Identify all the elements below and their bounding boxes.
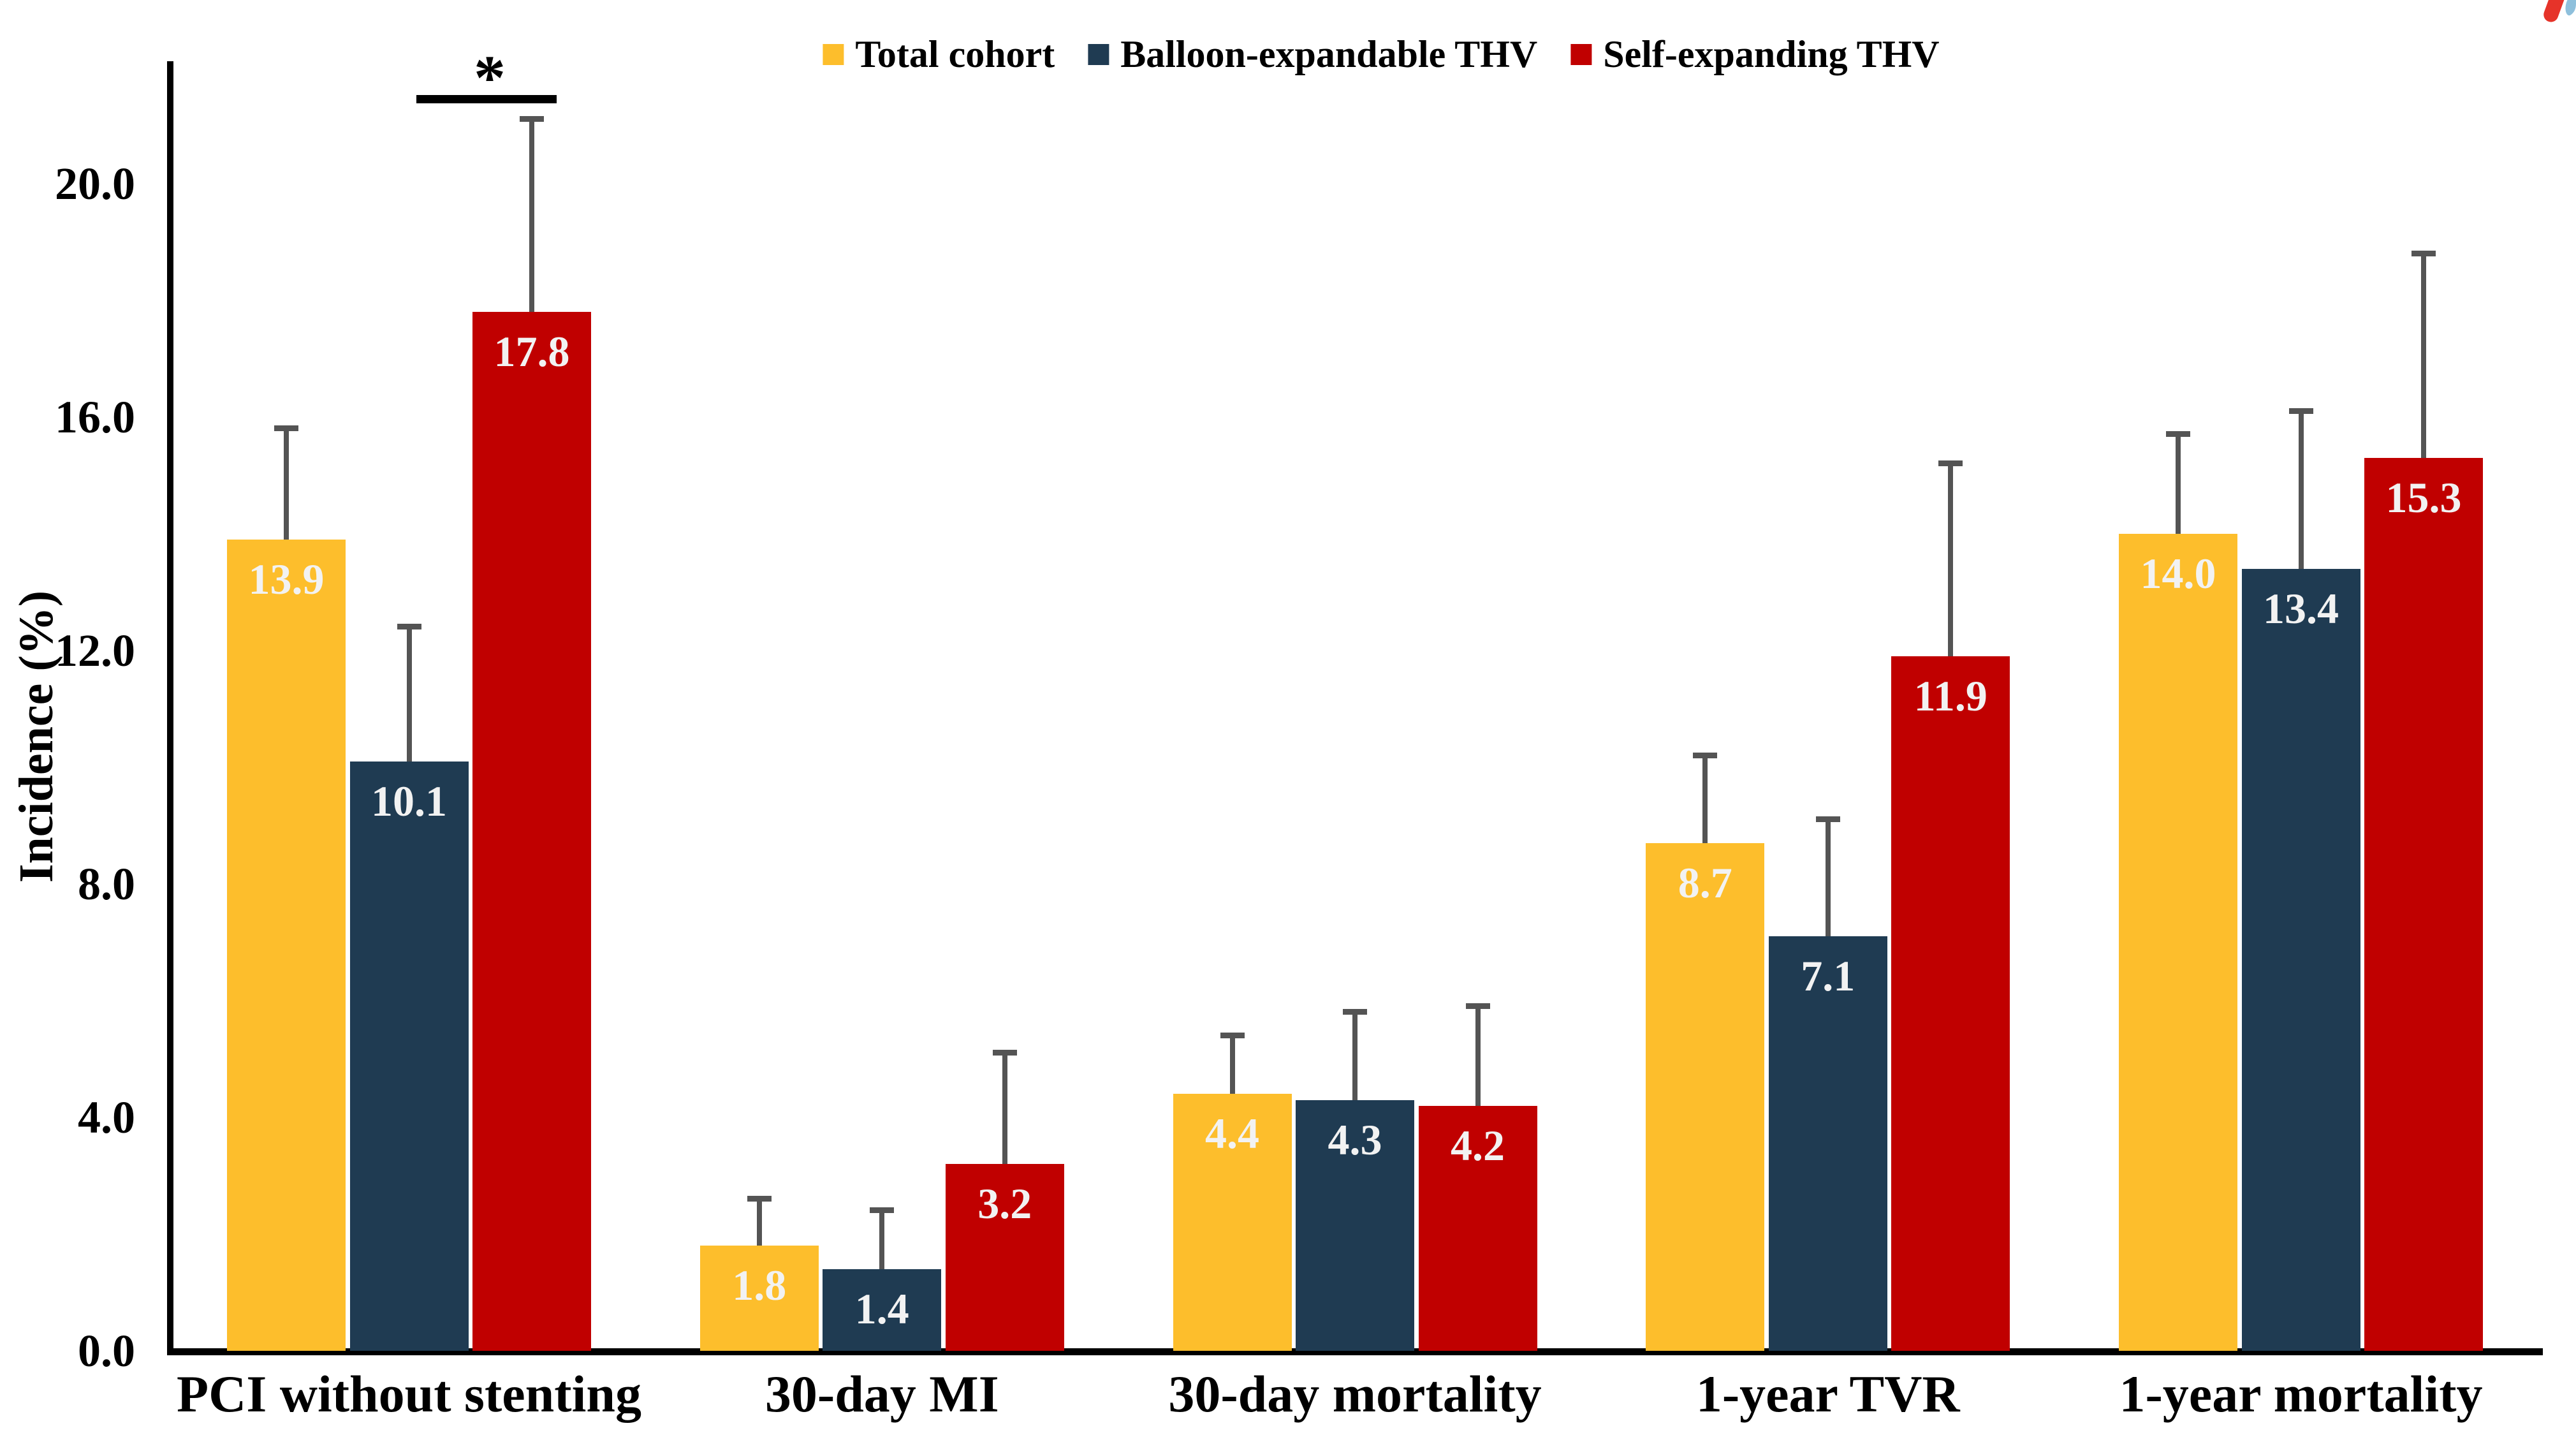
legend-swatch-icon bbox=[1570, 43, 1592, 65]
error-bar-cap bbox=[397, 624, 421, 630]
y-tick-label: 4.0 bbox=[78, 1092, 135, 1143]
error-bar-cap bbox=[1693, 752, 1718, 758]
bar bbox=[2364, 458, 2483, 1351]
bar-value-label: 10.1 bbox=[371, 776, 447, 825]
legend-item: Total cohort bbox=[823, 33, 1055, 75]
bar bbox=[699, 1246, 819, 1351]
error-bar-stem bbox=[1948, 464, 1954, 657]
significance-asterisk: * bbox=[474, 42, 506, 113]
error-bar-stem bbox=[2176, 434, 2181, 534]
legend-label: Total cohort bbox=[855, 33, 1055, 75]
bar-value-label: 14.0 bbox=[2140, 549, 2216, 598]
y-tick-label: 0.0 bbox=[78, 1325, 135, 1376]
error-bar-stem bbox=[529, 119, 534, 313]
bar bbox=[1646, 843, 1765, 1351]
bar bbox=[349, 761, 469, 1351]
error-bar-stem bbox=[1475, 1006, 1481, 1106]
bar-value-label: 1.4 bbox=[854, 1284, 909, 1333]
legend-label: Balloon-expandable THV bbox=[1120, 33, 1538, 75]
x-category-label: 30-day MI bbox=[765, 1365, 999, 1423]
bar bbox=[1891, 656, 2010, 1351]
bar bbox=[2241, 568, 2360, 1351]
error-bar-cap bbox=[992, 1050, 1017, 1056]
legend-swatch-icon bbox=[1088, 43, 1109, 65]
error-bar-stem bbox=[1229, 1035, 1235, 1094]
bar bbox=[823, 1269, 942, 1351]
error-bar-cap bbox=[2288, 408, 2313, 414]
bar-value-label: 13.4 bbox=[2263, 584, 2339, 633]
bar bbox=[1296, 1100, 1414, 1351]
error-bar-stem bbox=[1352, 1012, 1358, 1100]
error-bar-stem bbox=[2421, 253, 2426, 459]
bar bbox=[1768, 936, 1887, 1351]
error-bar-cap bbox=[1938, 460, 1963, 467]
bar-value-label: 4.3 bbox=[1328, 1115, 1382, 1164]
legend-item: Self-expanding THV bbox=[1570, 33, 1940, 75]
error-bar-cap bbox=[1220, 1032, 1245, 1038]
brand-logo-red-stroke bbox=[2543, 0, 2570, 22]
error-bar-stem bbox=[1825, 820, 1831, 937]
bar-value-label: 8.7 bbox=[1678, 858, 1732, 907]
error-bar-stem bbox=[284, 429, 289, 540]
error-bar-cap bbox=[274, 425, 298, 432]
bar-value-label: 4.2 bbox=[1451, 1121, 1505, 1170]
y-tick-label: 20.0 bbox=[55, 158, 135, 209]
x-category-label: PCI without stenting bbox=[177, 1365, 641, 1423]
error-bar-stem bbox=[1702, 755, 1708, 843]
bar bbox=[945, 1164, 1064, 1351]
bar-value-label: 4.4 bbox=[1205, 1109, 1259, 1158]
bar-value-label: 15.3 bbox=[2385, 473, 2462, 522]
error-bar-stem bbox=[1002, 1053, 1007, 1165]
bar-value-label: 3.2 bbox=[977, 1179, 1032, 1228]
bar bbox=[2119, 534, 2237, 1351]
significance-bracket bbox=[416, 95, 557, 103]
error-bar-cap bbox=[870, 1207, 895, 1214]
bar bbox=[472, 312, 591, 1351]
x-axis-line bbox=[167, 1348, 2543, 1355]
bar-value-label: 7.1 bbox=[1801, 952, 1855, 1001]
bar bbox=[1418, 1105, 1537, 1351]
error-bar-stem bbox=[2298, 411, 2304, 569]
error-bar-cap bbox=[2166, 431, 2190, 438]
x-category-label: 30-day mortality bbox=[1168, 1365, 1542, 1423]
x-category-label: 1-year TVR bbox=[1695, 1365, 1960, 1423]
y-tick-label: 16.0 bbox=[55, 392, 135, 443]
error-bar-cap bbox=[747, 1196, 772, 1202]
bar-value-label: 11.9 bbox=[1914, 672, 1987, 721]
error-bar-cap bbox=[1465, 1003, 1490, 1010]
x-category-label: 1-year mortality bbox=[2119, 1365, 2483, 1423]
y-tick-label: 12.0 bbox=[55, 625, 135, 676]
bar bbox=[1173, 1094, 1292, 1351]
error-bar-cap bbox=[1343, 1009, 1367, 1015]
chart-legend: Total cohort Balloon-expandable THV Self-e… bbox=[823, 33, 1940, 75]
legend-item: Balloon-expandable THV bbox=[1088, 33, 1537, 75]
bar-value-label: 17.8 bbox=[494, 327, 570, 376]
bar-value-label: 1.8 bbox=[732, 1261, 787, 1310]
brand-logo-blue-drop bbox=[2565, 0, 2576, 16]
error-bar-stem bbox=[406, 627, 412, 762]
error-bar-cap bbox=[520, 116, 544, 122]
y-axis-line bbox=[167, 61, 173, 1355]
error-bar-cap bbox=[1815, 816, 1840, 823]
brand-logo-icon bbox=[2543, 0, 2576, 22]
error-bar-stem bbox=[879, 1211, 885, 1269]
bar bbox=[227, 540, 346, 1351]
bar-value-label: 13.9 bbox=[248, 555, 325, 604]
error-bar-stem bbox=[756, 1199, 762, 1246]
error-bar-cap bbox=[2411, 250, 2436, 256]
legend-label: Self-expanding THV bbox=[1603, 33, 1940, 75]
legend-swatch-icon bbox=[823, 43, 844, 65]
y-tick-label: 8.0 bbox=[78, 858, 135, 909]
